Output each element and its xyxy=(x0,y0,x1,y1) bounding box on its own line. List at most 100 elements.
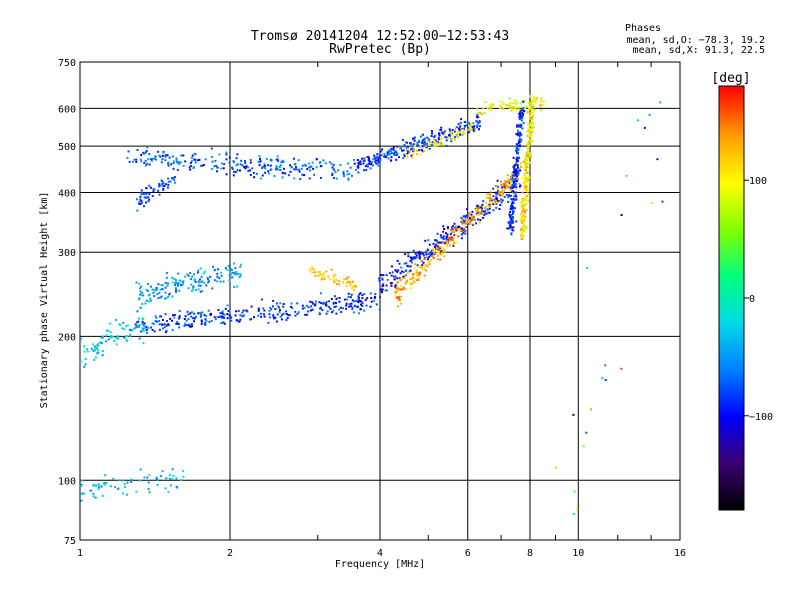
data-point xyxy=(434,139,437,142)
data-point xyxy=(172,281,175,284)
data-point xyxy=(349,296,352,299)
data-point xyxy=(486,204,489,207)
data-point xyxy=(122,321,125,324)
data-point xyxy=(526,172,529,175)
data-point xyxy=(175,288,177,291)
data-point xyxy=(335,177,338,180)
data-point xyxy=(396,299,399,302)
data-point xyxy=(505,104,508,107)
data-point xyxy=(333,281,336,283)
data-point xyxy=(275,302,278,305)
data-point xyxy=(397,288,400,291)
data-point xyxy=(171,319,173,322)
data-point xyxy=(366,165,369,168)
data-point xyxy=(301,173,304,176)
data-point xyxy=(285,313,288,315)
data-point xyxy=(331,173,334,176)
data-point xyxy=(353,289,355,292)
data-point xyxy=(478,221,481,224)
data-point xyxy=(525,159,528,162)
data-point xyxy=(520,109,523,112)
data-point xyxy=(303,174,306,177)
data-point xyxy=(280,161,283,164)
chart-subtitle: RwPretec (Bp) xyxy=(329,42,431,57)
data-point xyxy=(126,335,129,338)
data-point xyxy=(189,161,192,164)
data-point xyxy=(405,262,408,265)
data-point xyxy=(444,136,447,139)
y-tick-label: 600 xyxy=(58,104,76,115)
data-point xyxy=(519,184,522,187)
data-point xyxy=(445,144,448,147)
data-point xyxy=(436,254,439,257)
data-point xyxy=(405,147,408,150)
data-point xyxy=(325,301,328,304)
data-point xyxy=(451,226,453,229)
data-point xyxy=(531,101,534,104)
data-point xyxy=(521,109,524,112)
data-point xyxy=(513,177,516,179)
data-point xyxy=(436,144,439,147)
data-point xyxy=(502,108,505,111)
data-point xyxy=(145,192,148,195)
data-point xyxy=(582,445,585,448)
data-point xyxy=(207,281,210,284)
data-point xyxy=(330,162,333,165)
data-point xyxy=(454,233,457,236)
data-point xyxy=(519,140,522,143)
data-point xyxy=(512,190,515,193)
data-point xyxy=(406,272,409,275)
data-point xyxy=(417,279,420,282)
data-point xyxy=(380,150,383,153)
data-point xyxy=(516,178,519,181)
data-point xyxy=(480,114,483,117)
data-point xyxy=(232,174,235,177)
data-point xyxy=(136,209,139,212)
data-point xyxy=(492,198,495,201)
legend-entry-o: mean, sd,O: −78.3, 19.2 xyxy=(627,35,765,46)
data-point xyxy=(220,322,223,325)
legend-entry-x: mean, sd,X: 91.3, 22.5 xyxy=(633,45,765,56)
data-point xyxy=(272,299,275,302)
data-point xyxy=(465,214,468,217)
data-point xyxy=(530,108,533,111)
data-point xyxy=(457,123,460,126)
data-point xyxy=(396,152,399,155)
data-point xyxy=(542,104,545,107)
data-point xyxy=(169,317,172,320)
data-point xyxy=(418,139,420,142)
data-point xyxy=(223,313,226,316)
data-point xyxy=(462,215,465,218)
data-point xyxy=(466,221,469,224)
data-point xyxy=(470,213,473,216)
data-point xyxy=(440,137,443,140)
data-point xyxy=(521,215,524,218)
data-point xyxy=(513,199,516,202)
data-point xyxy=(453,233,456,236)
data-point xyxy=(314,300,317,303)
data-point xyxy=(520,117,523,119)
data-point xyxy=(145,150,148,152)
data-point xyxy=(517,172,520,175)
data-point xyxy=(320,302,322,304)
data-point xyxy=(486,193,489,196)
data-point xyxy=(199,284,202,287)
data-point xyxy=(197,312,200,315)
data-point xyxy=(115,343,118,346)
data-point xyxy=(138,282,141,285)
data-point xyxy=(294,163,297,166)
data-point xyxy=(464,216,467,219)
data-point xyxy=(524,156,527,159)
data-point xyxy=(149,297,152,300)
data-point xyxy=(420,252,423,255)
data-point xyxy=(511,177,514,179)
data-point xyxy=(272,305,274,308)
data-point xyxy=(512,156,515,159)
data-point xyxy=(138,201,141,204)
data-point xyxy=(142,193,145,196)
data-point xyxy=(348,172,351,175)
data-point xyxy=(316,274,319,277)
data-point xyxy=(241,315,244,318)
data-point xyxy=(139,195,142,198)
data-point xyxy=(377,158,380,161)
